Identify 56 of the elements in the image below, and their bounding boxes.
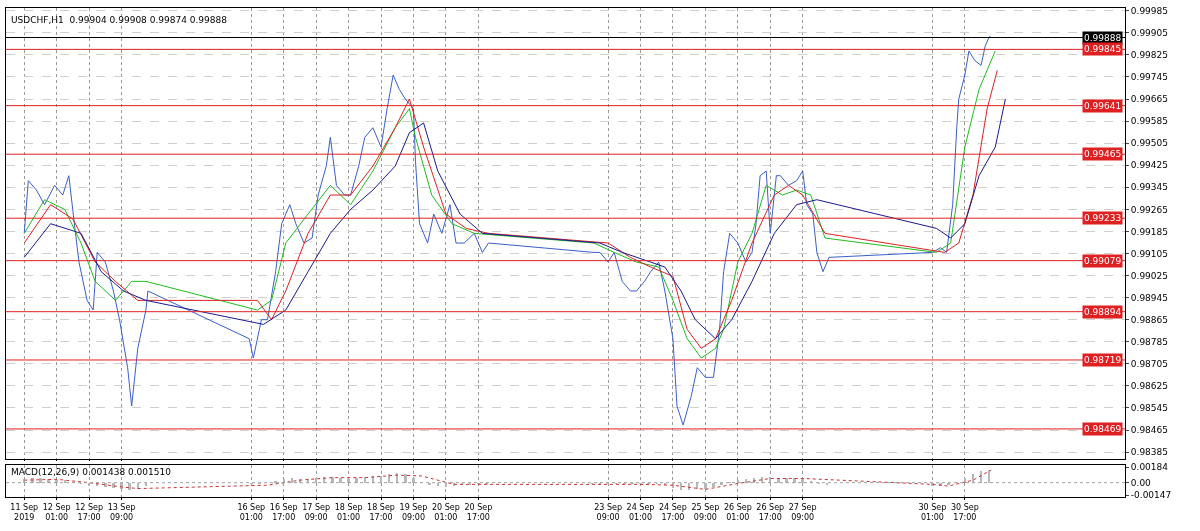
y-tick-label: 0.00184 (1130, 462, 1169, 473)
x-tick-label: 27 Sep 09:00 (788, 502, 817, 522)
y-tick-label: -0.00147 (1130, 490, 1172, 501)
y-tick-label: 0.99665 (1130, 94, 1169, 105)
y-tick-label: 0.98625 (1130, 381, 1169, 392)
x-tick-label: 17 Sep 09:00 (302, 502, 331, 522)
ref-line-label: 0.99079 (1084, 256, 1122, 266)
x-tick-label: 26 Sep 17:00 (756, 502, 785, 522)
x-tick-label: 18 Sep 17:00 (367, 502, 395, 522)
y-tick-label: 0.99105 (1130, 248, 1169, 259)
y-tick-label: 0.99265 (1130, 204, 1169, 215)
x-tick-label: 20 Sep 01:00 (431, 502, 460, 522)
y-tick-label: 0.99025 (1130, 270, 1169, 281)
ref-line-label: 0.99888 (1084, 33, 1122, 43)
y-tick-label: 0.98945 (1130, 292, 1169, 303)
x-tick-label: 11 Sep 2019 (10, 502, 39, 522)
x-tick-label: 18 Sep 01:00 (334, 502, 363, 522)
x-tick-label: 25 Sep 09:00 (691, 502, 720, 522)
x-tick-label: 30 Sep 17:00 (950, 502, 979, 522)
y-tick-label: 0.99425 (1130, 160, 1169, 171)
y-tick-label: 0.99985 (1130, 5, 1169, 16)
x-tick-label: 19 Sep 09:00 (399, 502, 428, 522)
y-tick-label: 0.99905 (1130, 27, 1169, 38)
ref-line-label: 0.99465 (1084, 149, 1122, 159)
ref-line-label: 0.98894 (1084, 307, 1122, 317)
x-tick-label: 23 Sep 09:00 (594, 502, 622, 522)
ref-line-label: 0.99233 (1084, 213, 1122, 223)
x-tick-label: 16 Sep 17:00 (269, 502, 298, 522)
y-tick-label: 0.99345 (1130, 182, 1169, 193)
y-tick-label: 0.99505 (1130, 138, 1169, 149)
y-tick-label: 0.99825 (1130, 50, 1169, 61)
x-tick-label: 20 Sep 17:00 (464, 502, 493, 522)
y-tick-label: 0.00 (1130, 477, 1152, 488)
y-tick-label: 0.98785 (1130, 336, 1169, 347)
x-tick-label: 12 Sep 17:00 (75, 502, 104, 522)
x-tick-label: 24 Sep 17:00 (659, 502, 687, 522)
y-tick-label: 0.98865 (1130, 314, 1169, 325)
ref-line-label: 0.98469 (1084, 424, 1122, 434)
ref-line-label: 0.99845 (1084, 44, 1122, 54)
text: USDCHF,H1 0.99904 0.99908 0.99874 0.99888 (11, 15, 228, 25)
y-tick-label: 0.99185 (1130, 226, 1169, 237)
y-tick-label: 0.99585 (1130, 116, 1169, 127)
y-tick-label: 0.98385 (1130, 447, 1169, 458)
x-tick-label: 26 Sep 01:00 (723, 502, 752, 522)
ref-line-label: 0.99641 (1084, 101, 1122, 111)
ref-line-label: 0.98719 (1084, 355, 1122, 365)
x-tick-label: 30 Sep 01:00 (918, 502, 947, 522)
x-tick-label: 12 Sep 01:00 (42, 502, 71, 522)
x-tick-label: 13 Sep 09:00 (107, 502, 136, 522)
y-tick-label: 0.98545 (1130, 403, 1169, 414)
y-tick-label: 0.98705 (1130, 358, 1169, 369)
chart-title: MACD(12,26,9) 0.001438 0.001510 (11, 467, 172, 477)
y-tick-label: 0.99745 (1130, 72, 1169, 83)
y-tick-label: 0.98465 (1130, 425, 1169, 436)
x-tick-label: 24 Sep 01:00 (626, 502, 655, 522)
x-tick-label: 16 Sep 01:00 (237, 502, 266, 522)
